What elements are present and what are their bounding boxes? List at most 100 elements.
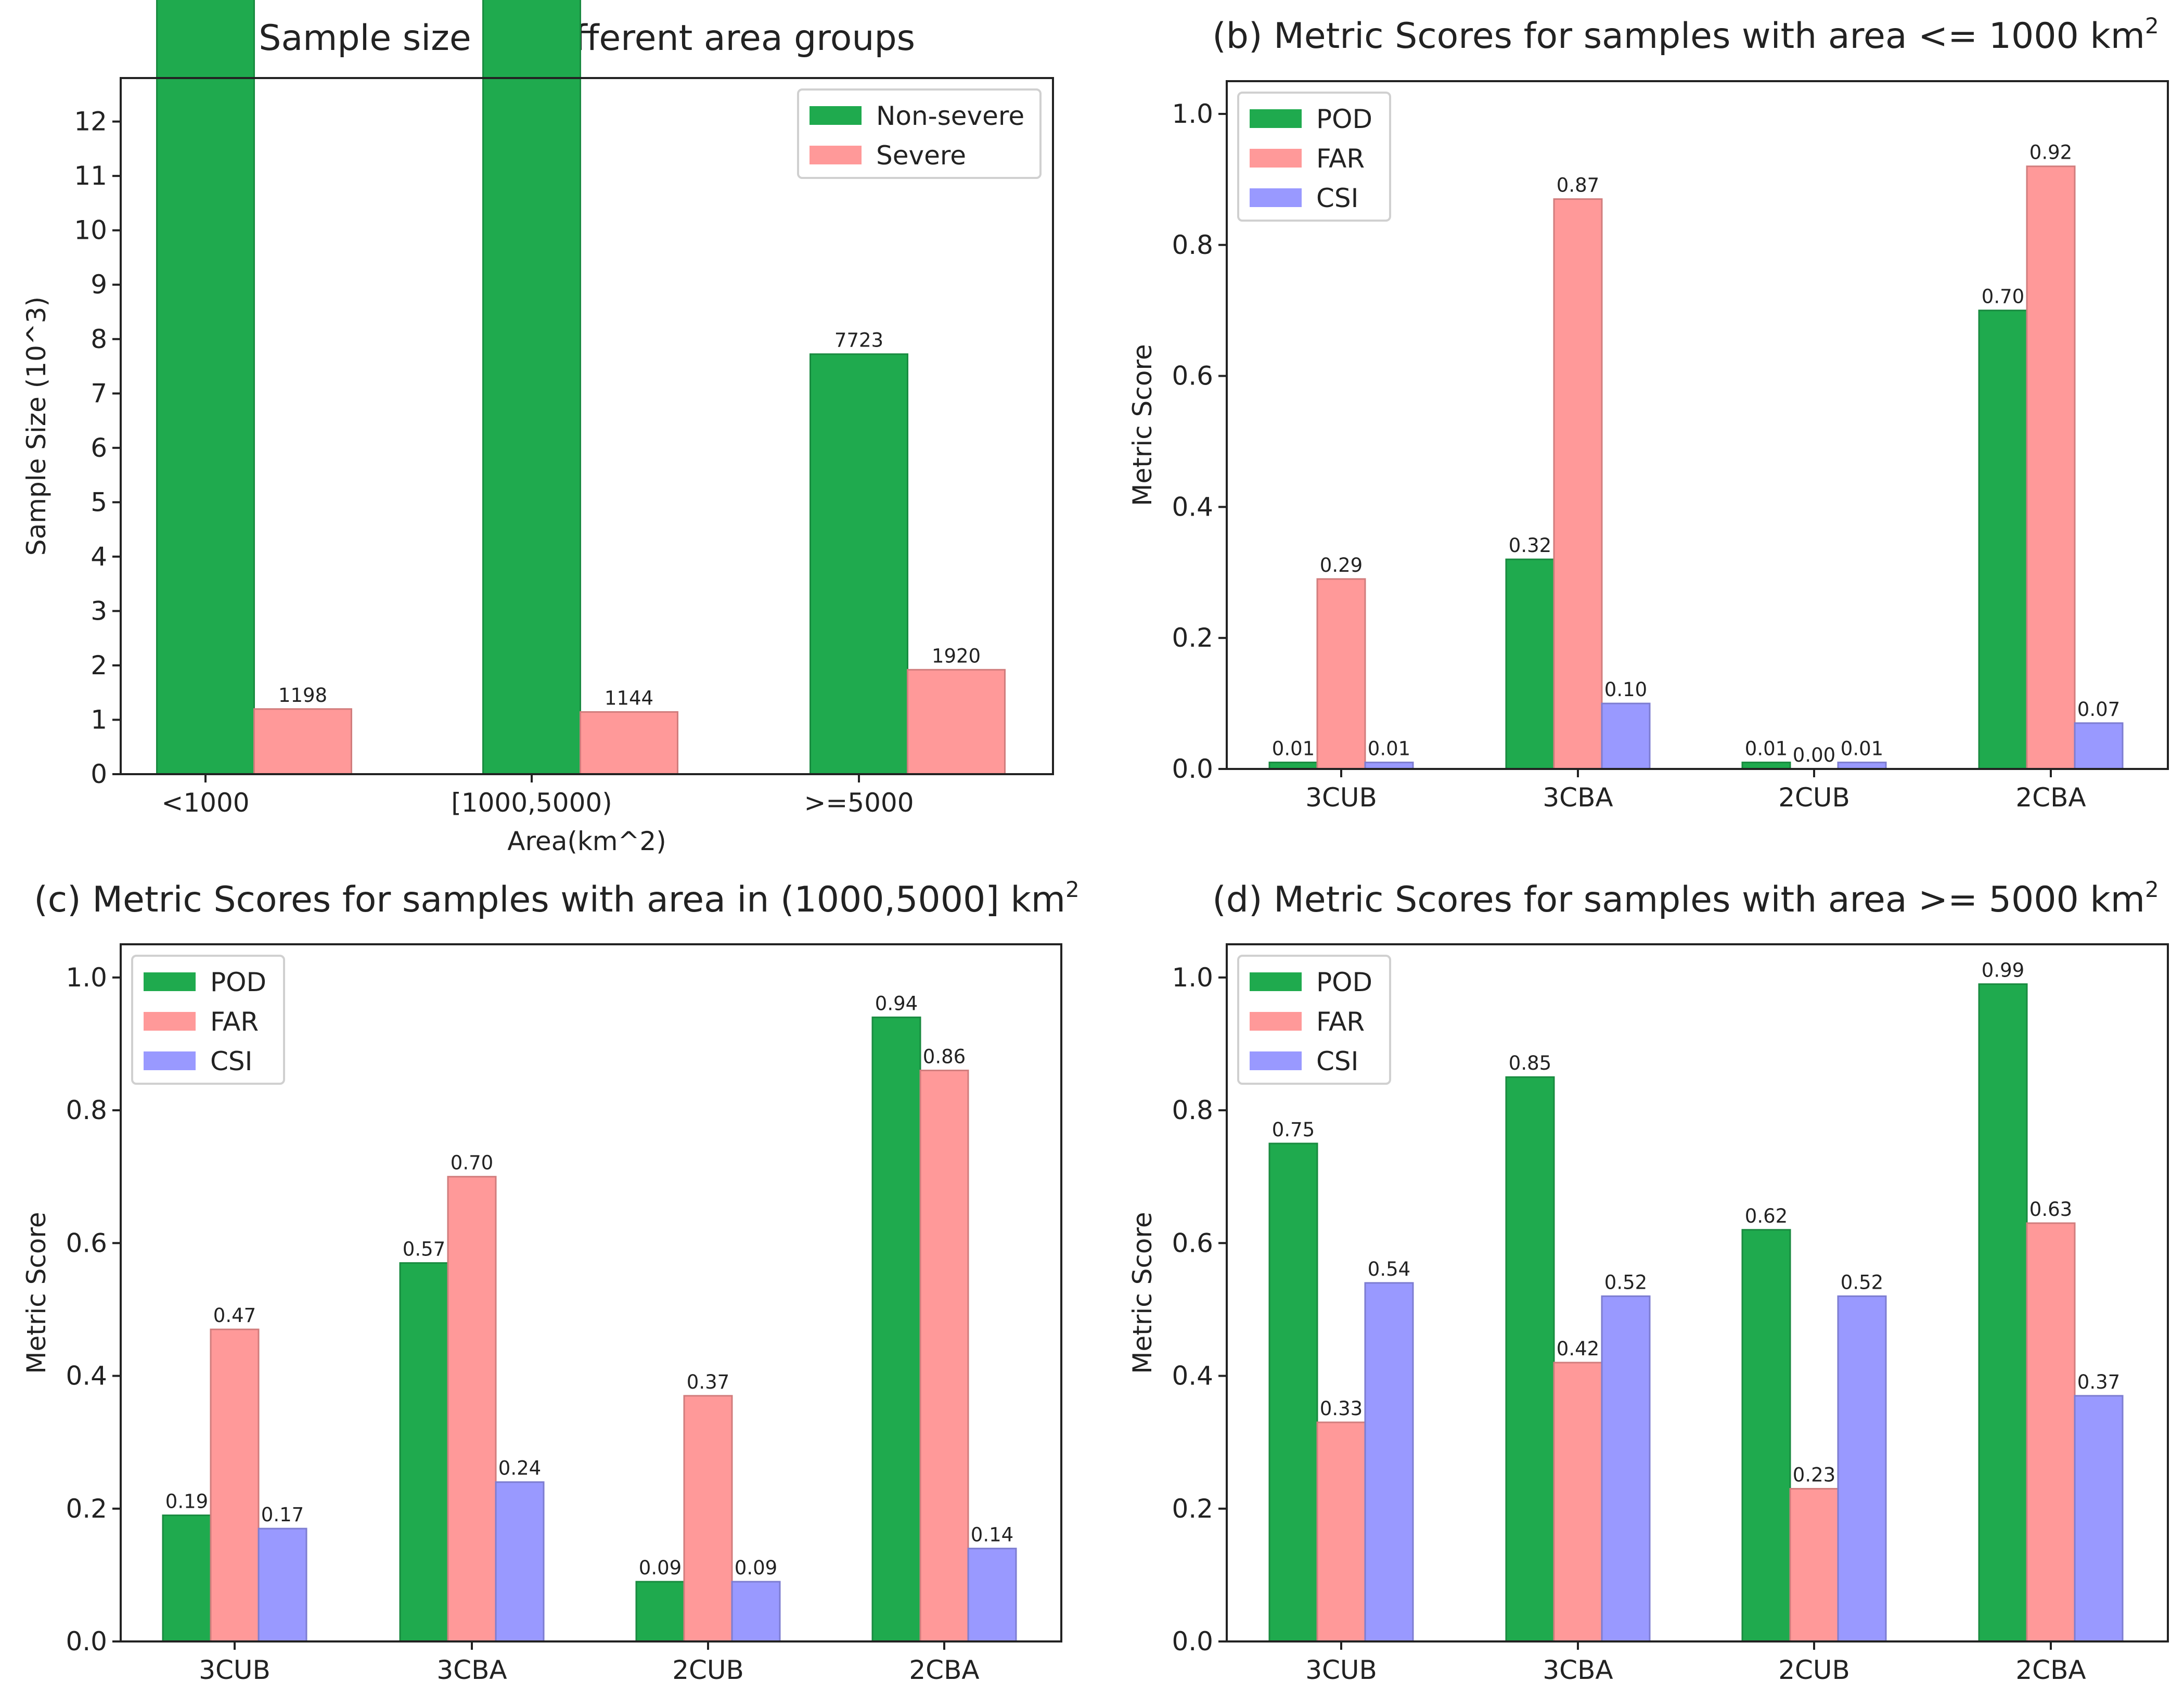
y-axis-label: Sample Size (10^3) <box>21 297 52 556</box>
chart-panel-d: (d) Metric Scores for samples with area … <box>1127 877 2169 1685</box>
bar-b-far-1 <box>1553 198 1603 770</box>
plot-frame-d <box>1226 943 2169 1642</box>
y-tick-label: 0.0 <box>1172 1626 1213 1657</box>
data-label: 0.70 <box>1982 286 2024 308</box>
data-label: 0.01 <box>1272 737 1315 760</box>
x-tick-label: 2CUB <box>1778 782 1850 813</box>
x-tick-label: 3CBA <box>1543 782 1613 813</box>
legend-label: POD <box>1316 104 1372 134</box>
bar-d-far-0 <box>1316 1421 1366 1642</box>
bar-d-pod-0 <box>1268 1143 1318 1642</box>
y-tick-label: 0.0 <box>1172 754 1213 784</box>
bar-d-csi-2 <box>1837 1295 1887 1642</box>
y-axis-label: Metric Score <box>1127 1212 1158 1374</box>
legend-b: POD FAR CSI <box>1237 92 1391 222</box>
data-label: 0.07 <box>2077 698 2120 721</box>
data-label: 0.52 <box>1604 1271 1647 1293</box>
bar-d-pod-3 <box>1978 983 2028 1642</box>
bar-c-csi-2 <box>731 1581 781 1642</box>
bar-c-far-3 <box>919 1069 969 1642</box>
plot-frame-c <box>120 943 1062 1642</box>
data-label: 0.10 <box>1604 678 1647 701</box>
y-tick-label: 10 <box>74 215 107 246</box>
legend-label: CSI <box>1316 1046 1358 1076</box>
data-label: 0.19 <box>165 1491 208 1513</box>
x-tick-label: 2CBA <box>2015 1655 2086 1685</box>
bar-b-far-0 <box>1316 578 1366 770</box>
data-label: 0.37 <box>687 1371 729 1393</box>
data-label: 0.62 <box>1745 1205 1788 1227</box>
bar-a-severe-1 <box>580 711 678 775</box>
chart-title-b: (b) Metric Scores for samples with area … <box>1212 13 2159 57</box>
legend-d: POD FAR CSI <box>1237 955 1391 1085</box>
x-tick-label: [1000,5000) <box>451 788 612 818</box>
y-tick-label: 0.4 <box>1172 1361 1213 1391</box>
y-tick-label: 3 <box>91 596 107 626</box>
y-tick-label: 0.6 <box>66 1228 107 1258</box>
legend-swatch-pod <box>1250 972 1302 991</box>
y-tick-label: 6 <box>91 433 107 463</box>
chart-panel-b: (b) Metric Scores for samples with area … <box>1127 13 2169 813</box>
y-tick-label: 5 <box>91 487 107 517</box>
y-tick-label: 0.8 <box>1172 1095 1213 1125</box>
chart-title-text: (c) Metric Scores for samples with area … <box>34 879 1065 920</box>
bar-d-pod-1 <box>1505 1076 1555 1642</box>
x-tick-label: <1000 <box>161 788 249 818</box>
data-label: 0.54 <box>1368 1258 1410 1280</box>
y-tick-label: 0.6 <box>1172 361 1213 391</box>
legend-label: CSI <box>1316 183 1358 213</box>
chart-title-superscript: 2 <box>2145 13 2159 38</box>
data-label: 0.37 <box>2077 1371 2120 1393</box>
x-axis-label: Area(km^2) <box>507 826 666 856</box>
data-label: 0.42 <box>1557 1338 1599 1360</box>
x-tick-label: 2CUB <box>672 1655 744 1685</box>
bar-b-pod-3 <box>1978 310 2028 770</box>
legend-swatch-far <box>1250 1012 1302 1031</box>
data-label: 0.17 <box>261 1504 304 1526</box>
data-label: 0.70 <box>451 1152 493 1174</box>
bar-d-pod-2 <box>1741 1229 1791 1642</box>
chart-title-c: (c) Metric Scores for samples with area … <box>34 877 1079 920</box>
y-tick-label: 1.0 <box>66 962 107 993</box>
legend-label: Severe <box>876 140 966 171</box>
data-label: 0.86 <box>923 1045 966 1068</box>
y-tick-label: 0 <box>91 759 107 789</box>
chart-title-text: (d) Metric Scores for samples with area … <box>1212 879 2145 920</box>
x-tick-label: 3CUB <box>1305 1655 1377 1685</box>
legend-swatch-csi <box>144 1051 196 1070</box>
data-label: 0.94 <box>875 992 918 1015</box>
chart-title-text: (b) Metric Scores for samples with area … <box>1212 16 2145 57</box>
y-tick-label: 0.2 <box>1172 1494 1213 1524</box>
y-tick-label: 0.4 <box>66 1361 107 1391</box>
data-label: 0.87 <box>1557 174 1599 197</box>
bar-c-csi-3 <box>967 1547 1017 1642</box>
legend-label: POD <box>1316 967 1372 997</box>
data-label: 0.57 <box>403 1238 445 1261</box>
bar-c-far-1 <box>447 1176 497 1642</box>
x-tick-label: 3CUB <box>199 1655 271 1685</box>
legend-swatch-pod <box>1250 109 1302 128</box>
data-label: 0.32 <box>1509 534 1551 557</box>
x-tick-label: 2CUB <box>1778 1655 1850 1685</box>
data-label: 0.23 <box>1793 1464 1835 1486</box>
y-tick-label: 9 <box>91 270 107 300</box>
y-tick-label: 1.0 <box>1172 99 1213 129</box>
bar-c-pod-1 <box>399 1262 449 1642</box>
legend-swatch-far <box>1250 149 1302 168</box>
plot-frame-b <box>1226 80 2169 770</box>
bar-d-csi-3 <box>2074 1395 2124 1642</box>
data-label: 7723 <box>834 329 883 352</box>
y-tick-label: 2 <box>91 650 107 681</box>
bar-d-csi-0 <box>1364 1282 1414 1642</box>
data-label: 0.33 <box>1320 1397 1363 1420</box>
legend-label: FAR <box>1316 1007 1365 1037</box>
legend-swatch-far <box>144 1012 196 1031</box>
data-label: 0.09 <box>735 1557 777 1579</box>
bar-c-far-2 <box>683 1395 733 1642</box>
x-tick-label: 3CUB <box>1305 782 1377 813</box>
y-axis-label: Metric Score <box>1127 344 1158 506</box>
y-tick-label: 11 <box>74 161 107 191</box>
legend-swatch-severe <box>810 146 862 164</box>
